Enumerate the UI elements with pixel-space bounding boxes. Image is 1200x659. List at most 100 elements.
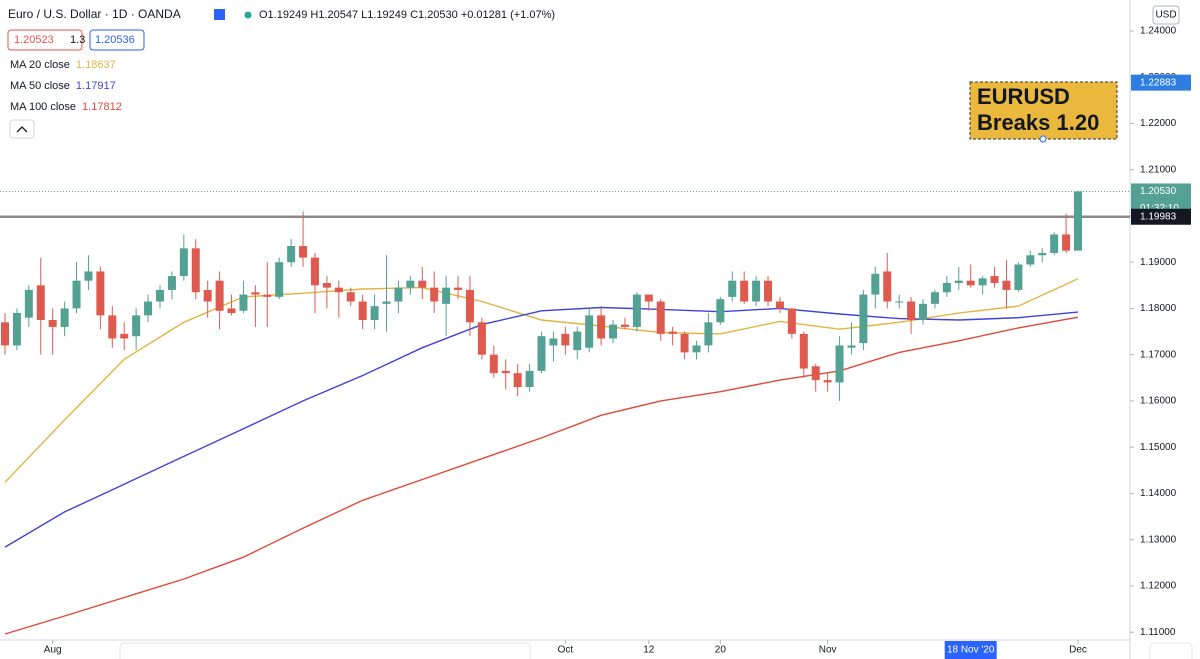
candle-body [942,283,951,293]
candle-body [740,280,749,302]
symbol-title: Euro / U.S. Dollar · 1D · OANDA [8,7,181,21]
candle-body [644,294,653,302]
candle-body [263,294,272,297]
y-tick-label: 1.19000 [1140,257,1177,268]
y-tick-label: 1.14000 [1140,488,1177,499]
candle-body [299,246,308,258]
candle-body [680,333,689,353]
countdown: 01:32:10 [1140,203,1179,214]
candle-body [978,278,987,286]
candle-body [454,287,463,290]
candle-body [382,301,391,304]
candle-body [728,280,737,297]
candle-body [930,292,939,304]
candle-body [108,315,117,339]
candle-body [465,289,474,323]
candle-body [549,338,558,346]
crosshair-date-box [944,641,997,659]
currency-button[interactable] [1152,5,1180,25]
moving-average-line [4,316,1079,635]
candle-body [501,370,510,374]
candle-body [525,370,534,388]
candle-body [561,333,570,346]
y-tick-label: 1.11000 [1140,627,1176,638]
x-tick-label: Nov [819,645,837,656]
candle-body [513,373,522,388]
y-tick-label: 1.17000 [1140,349,1177,360]
candle-body [1,322,9,346]
price-label-box [1131,208,1191,225]
x-tick-label: Aug [44,645,62,656]
candle-body [716,299,725,323]
candle-body [227,308,236,314]
price-label: 1.19983 [1140,211,1177,222]
drawing-toolbar[interactable] [119,642,531,659]
candle-body [954,280,963,284]
candle-body [823,380,832,383]
buy-button[interactable] [89,29,145,51]
candle-body [704,322,713,346]
candle-body [489,354,498,374]
annotation-text: Breaks 1.20 [977,110,1099,135]
candle-body [60,308,69,327]
candle-body [179,248,188,277]
candle-body [358,301,367,320]
collapse-icon [16,126,28,133]
candle-body [1050,234,1059,253]
y-tick-label: 1.18000 [1140,303,1177,314]
candle-body [442,287,451,304]
sell-button[interactable] [7,29,83,51]
price-label-box [1131,74,1191,91]
candle-body [346,292,355,302]
candle-body [775,301,784,309]
candle-body [96,271,105,316]
candle-body [1014,264,1023,290]
plot-area [0,190,1130,635]
x-tick-label: 20 [715,645,727,656]
candle-body [155,289,164,302]
candle-body [990,276,999,284]
candle-body [632,294,641,327]
candle-body [835,345,844,383]
sell-price[interactable]: 1.20523 [14,34,54,46]
y-tick-label: 1.22000 [1140,118,1177,129]
candle-body [585,315,594,348]
candle-body [287,246,296,263]
candle-body [334,287,343,293]
candle-body [418,280,427,288]
candle-body [132,315,141,337]
candle-body [1026,255,1035,265]
candle-body [322,283,331,288]
flag-icon[interactable] [214,9,225,20]
ohlc-readout: O1.19249 H1.20547 L1.19249 C1.20530 +0.0… [259,9,555,21]
candle-body [167,276,176,290]
candle-body [1002,280,1011,290]
candle-body [12,313,21,346]
y-tick-label: 1.15000 [1140,442,1177,453]
market-status [244,11,252,19]
candle-body [847,345,856,348]
candle-body [668,331,677,334]
candle-body [811,366,820,381]
candle-body [24,289,33,318]
candle-body [310,257,319,286]
candle-body [406,280,415,288]
candle-body [251,292,260,295]
ma-legend-name: MA 100 close [10,101,76,113]
candle-body [656,301,665,334]
candle-body [859,294,868,344]
ma-legend-value: 1.17917 [76,80,116,92]
y-tick-label: 1.21000 [1140,164,1177,175]
candle-body [1038,252,1047,256]
candle-body [573,331,582,351]
buy-price[interactable]: 1.20536 [95,34,135,46]
candle-body [895,301,904,303]
zoom-toolbar[interactable] [1149,642,1193,659]
collapse-legend-button[interactable] [9,119,35,139]
ma-legend-name: MA 20 close [10,59,70,71]
x-tick-label: 12 [643,645,655,656]
candle-body [36,285,45,320]
price-label: 1.22883 [1140,77,1177,88]
